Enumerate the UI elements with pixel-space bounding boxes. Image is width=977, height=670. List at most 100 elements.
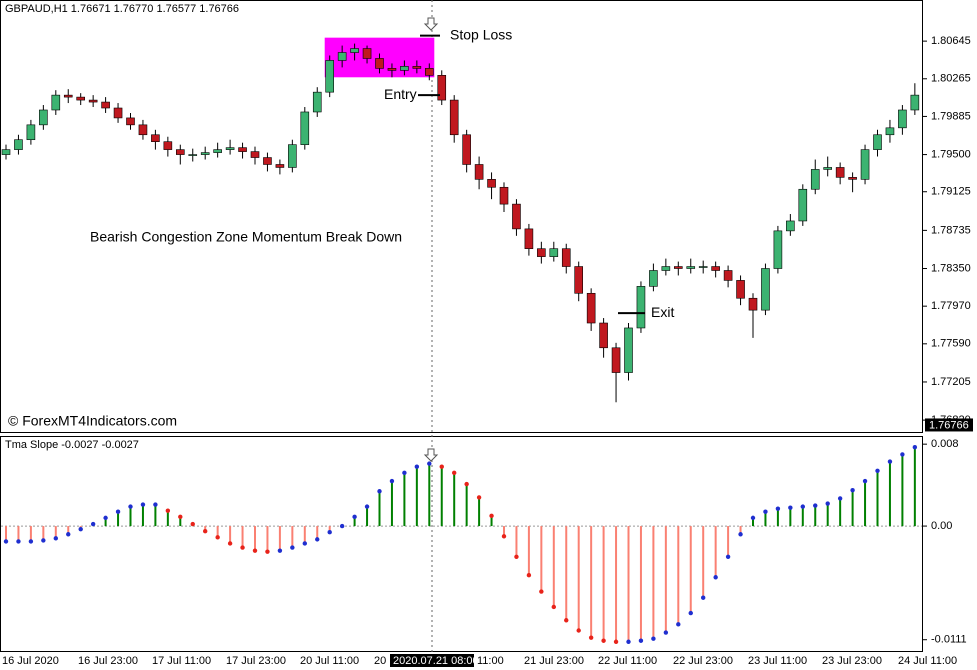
slope-dot bbox=[302, 541, 307, 546]
candle-body bbox=[138, 124, 148, 136]
slope-dot bbox=[402, 470, 407, 476]
chart-header: GBPAUD,H1 1.76671 1.76770 1.76577 1.7676… bbox=[5, 3, 239, 15]
slope-dot bbox=[676, 622, 681, 627]
slope-dot bbox=[725, 554, 731, 559]
x-tick-label: 17 Jul 23:00 bbox=[226, 655, 286, 667]
candle-body bbox=[225, 147, 235, 150]
x-tick-label: 2020.07.21 08:00 bbox=[393, 655, 479, 667]
candle-body bbox=[14, 139, 23, 150]
x-tick-label: 17 Jul 11:00 bbox=[152, 655, 211, 667]
slope-dot bbox=[638, 638, 644, 643]
candle-body bbox=[711, 266, 720, 271]
slope-dot bbox=[476, 495, 482, 500]
slope-dot bbox=[763, 509, 768, 514]
candle-body bbox=[761, 268, 770, 311]
slope-dot bbox=[53, 536, 58, 541]
strategy-note: Bearish Congestion Zone Momentum Break D… bbox=[90, 229, 402, 245]
x-tick-label: 21 Jul 23:00 bbox=[524, 655, 584, 667]
candle-body bbox=[151, 134, 160, 142]
y-tick-label: 1.79885 bbox=[931, 110, 971, 122]
candle-body bbox=[26, 124, 36, 141]
indicator-panel-frame bbox=[0, 436, 923, 652]
last-price-box bbox=[925, 418, 973, 432]
y-tick-label: 1.78735 bbox=[931, 224, 971, 236]
candle-body bbox=[337, 52, 347, 61]
y-tick-label: 1.77970 bbox=[931, 300, 971, 312]
slope-dot bbox=[750, 515, 756, 521]
candle-body bbox=[412, 66, 422, 69]
slope-dot bbox=[464, 481, 469, 487]
slope-dot bbox=[28, 539, 34, 544]
slope-dot bbox=[850, 488, 855, 493]
slope-dot bbox=[526, 573, 532, 578]
candle-body bbox=[76, 96, 85, 101]
slope-dot bbox=[825, 501, 830, 506]
candle-body bbox=[1, 149, 11, 155]
candle-body bbox=[424, 68, 434, 76]
slope-dot bbox=[539, 589, 544, 594]
slope-dot bbox=[775, 506, 781, 511]
candle-body bbox=[586, 292, 596, 324]
slope-dot bbox=[277, 548, 283, 553]
slope-dot bbox=[215, 535, 220, 540]
slope-dot bbox=[16, 539, 21, 544]
candle-body bbox=[39, 109, 48, 126]
slope-dot bbox=[265, 549, 270, 554]
x-tick-label: 11:00 bbox=[477, 655, 504, 667]
candle-body bbox=[574, 266, 584, 294]
candle-body bbox=[561, 248, 571, 267]
candle-body bbox=[549, 248, 559, 257]
slope-dot bbox=[651, 636, 656, 641]
candle-body bbox=[312, 91, 322, 113]
slope-dot bbox=[626, 639, 631, 644]
slope-dot bbox=[240, 545, 245, 550]
candle-body bbox=[101, 101, 110, 109]
watermark: © ForexMT4Indicators.com bbox=[8, 413, 177, 429]
slope-dot bbox=[190, 521, 195, 527]
candle-body bbox=[499, 186, 509, 205]
slope-dot bbox=[663, 630, 669, 635]
indicator-title: Tma Slope -0.0027 -0.0027 bbox=[5, 439, 139, 451]
candle-body bbox=[835, 167, 845, 178]
x-tick-label: 20 bbox=[374, 655, 386, 667]
slope-dot bbox=[203, 528, 208, 534]
y-tick-label: 1.80645 bbox=[931, 35, 971, 47]
candle-body bbox=[798, 188, 808, 222]
candle-body bbox=[611, 347, 621, 373]
slope-dot bbox=[153, 502, 158, 507]
slope-dot bbox=[377, 489, 382, 494]
slope-dot bbox=[701, 595, 706, 600]
candle-body bbox=[462, 134, 471, 165]
slope-dot bbox=[912, 445, 918, 450]
candle-body bbox=[63, 94, 73, 98]
y-tick-label: -0.0111 bbox=[931, 634, 967, 646]
slope-dot bbox=[128, 504, 133, 509]
slope-dot bbox=[551, 604, 556, 610]
candle-body bbox=[300, 111, 310, 145]
slope-dot bbox=[713, 575, 718, 580]
slope-dot bbox=[140, 502, 146, 507]
candle-body bbox=[624, 327, 633, 373]
slope-dot bbox=[90, 521, 96, 527]
slope-dot bbox=[165, 508, 171, 513]
candle-body bbox=[449, 99, 459, 136]
x-tick-label: 23 Jul 23:00 bbox=[822, 655, 882, 667]
slope-dot bbox=[66, 532, 71, 537]
trade-level-label: Exit bbox=[651, 304, 674, 320]
y-tick-label: 1.77205 bbox=[931, 376, 971, 388]
slope-dot bbox=[688, 610, 693, 616]
price-panel-frame bbox=[0, 0, 923, 433]
x-tick-label: 16 Jul 23:00 bbox=[78, 655, 138, 667]
slope-dot bbox=[115, 509, 121, 514]
slope-dot bbox=[315, 537, 320, 542]
candle-body bbox=[400, 66, 409, 71]
slope-dot bbox=[3, 539, 9, 544]
candle-body bbox=[748, 297, 758, 311]
trade-level-label: Entry bbox=[384, 86, 417, 102]
candle-body bbox=[288, 144, 297, 168]
slope-dot bbox=[290, 545, 295, 550]
slope-dot bbox=[588, 635, 594, 640]
slope-dot bbox=[227, 541, 233, 546]
